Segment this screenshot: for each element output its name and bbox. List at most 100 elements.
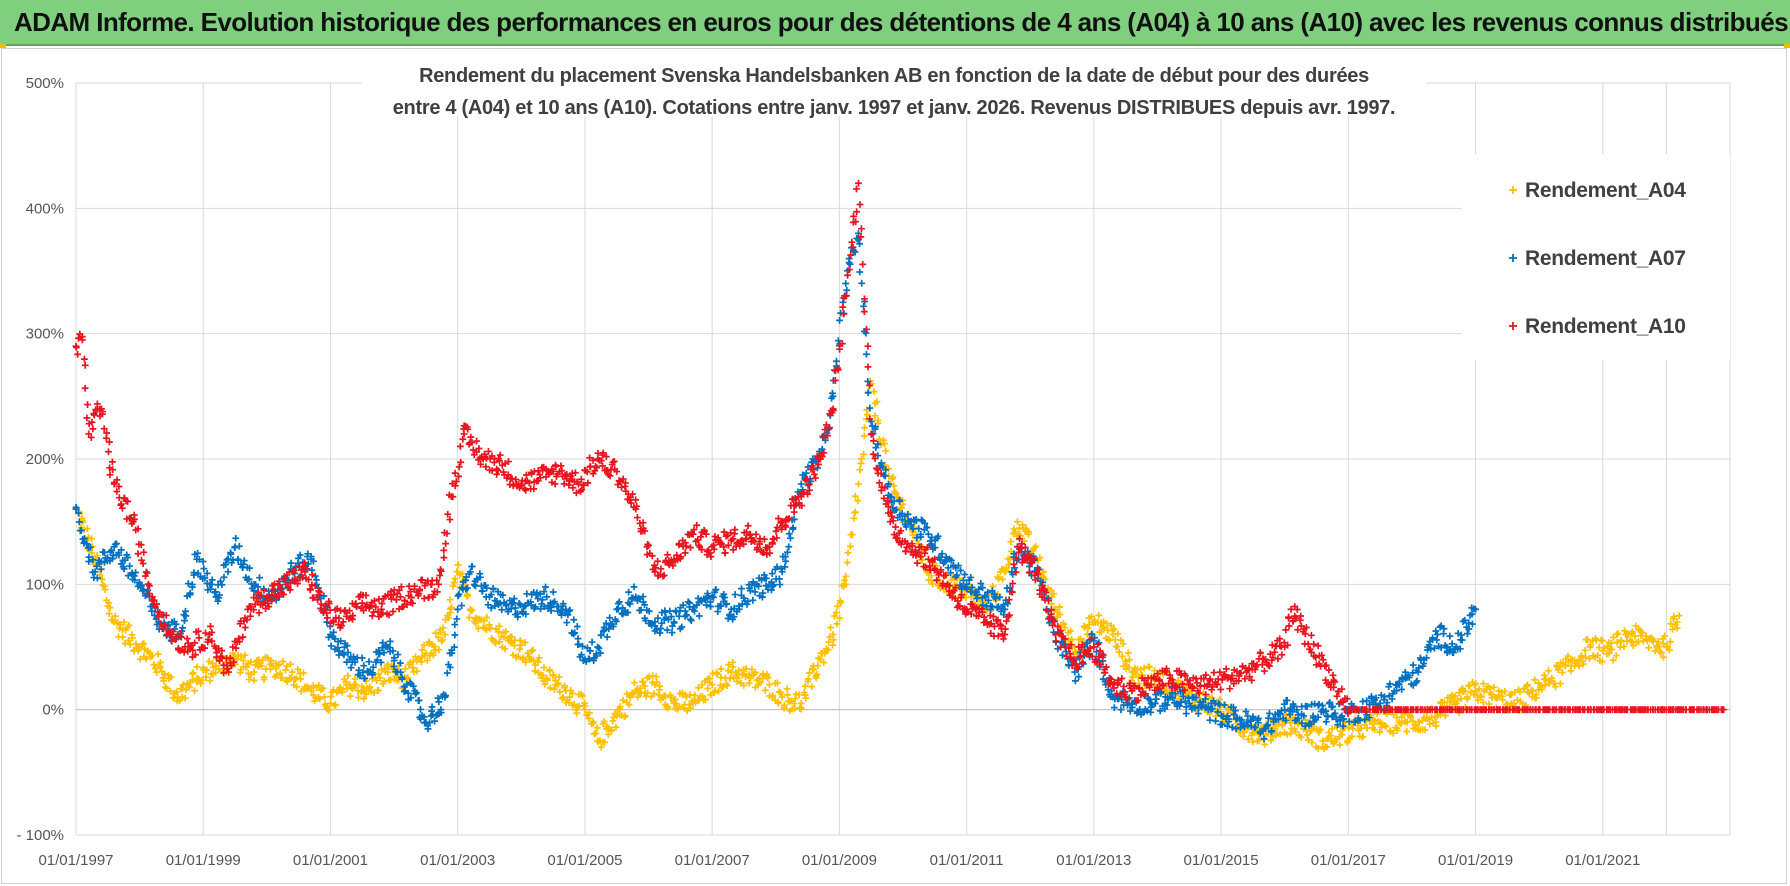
data-point bbox=[1287, 719, 1294, 727]
data-point bbox=[860, 450, 867, 458]
data-point bbox=[417, 706, 424, 713]
data-point bbox=[468, 607, 476, 614]
data-point bbox=[644, 689, 651, 697]
data-point bbox=[664, 704, 672, 712]
data-point bbox=[811, 470, 818, 478]
data-point bbox=[681, 549, 689, 557]
data-point bbox=[812, 674, 820, 682]
data-point bbox=[1017, 532, 1024, 540]
data-point bbox=[1019, 521, 1026, 529]
data-point bbox=[220, 573, 228, 581]
data-point bbox=[1608, 646, 1616, 653]
data-point bbox=[1119, 640, 1127, 648]
data-point bbox=[1310, 640, 1318, 648]
data-point bbox=[1283, 731, 1291, 738]
data-point bbox=[1137, 666, 1144, 673]
data-point bbox=[1302, 716, 1310, 724]
legend-marker bbox=[1509, 186, 1517, 194]
data-point bbox=[999, 575, 1006, 583]
data-point bbox=[1297, 733, 1305, 741]
data-point bbox=[435, 646, 443, 653]
data-point bbox=[179, 624, 186, 632]
data-point bbox=[276, 669, 284, 677]
data-point bbox=[543, 593, 551, 601]
data-point bbox=[868, 430, 875, 438]
data-point bbox=[258, 662, 265, 670]
data-point bbox=[594, 643, 602, 651]
scatter-chart: 01/01/1997 01/01/1999 01/01/2001 01/01/2003… bbox=[16, 54, 1731, 869]
data-point bbox=[557, 462, 565, 470]
data-point bbox=[1669, 626, 1676, 633]
data-point bbox=[360, 695, 368, 703]
data-point bbox=[1374, 718, 1382, 725]
data-point bbox=[608, 726, 616, 734]
data-point bbox=[1228, 724, 1236, 731]
data-point bbox=[820, 659, 828, 666]
data-point bbox=[93, 552, 101, 559]
data-point bbox=[699, 692, 706, 700]
data-point bbox=[84, 401, 91, 408]
data-point bbox=[855, 230, 862, 237]
data-point bbox=[586, 709, 593, 717]
data-point bbox=[522, 658, 530, 666]
data-point bbox=[516, 601, 524, 609]
data-point bbox=[1559, 669, 1566, 676]
data-point bbox=[203, 569, 211, 577]
data-point bbox=[738, 585, 745, 592]
data-point bbox=[650, 690, 658, 698]
data-point bbox=[209, 660, 217, 667]
data-point bbox=[597, 743, 605, 751]
data-point bbox=[344, 649, 352, 656]
data-point bbox=[1479, 699, 1487, 706]
data-point bbox=[247, 658, 255, 666]
data-point bbox=[245, 575, 253, 583]
data-point bbox=[473, 575, 481, 583]
data-point bbox=[72, 503, 80, 511]
data-point bbox=[431, 717, 438, 725]
data-point bbox=[278, 674, 286, 682]
data-point bbox=[756, 679, 764, 687]
data-point bbox=[1212, 717, 1219, 725]
data-point bbox=[159, 674, 167, 682]
data-point bbox=[113, 540, 120, 548]
data-point bbox=[300, 669, 307, 677]
data-point bbox=[130, 572, 138, 580]
data-point bbox=[161, 683, 169, 691]
data-point bbox=[467, 433, 475, 441]
data-point bbox=[451, 631, 459, 639]
page-title: ADAM Informe. Evolution historique des p… bbox=[14, 7, 1789, 37]
data-point bbox=[1598, 658, 1606, 666]
data-point bbox=[335, 647, 343, 655]
data-point bbox=[773, 679, 781, 687]
data-point bbox=[150, 661, 158, 669]
data-point bbox=[802, 694, 810, 702]
data-point bbox=[442, 540, 450, 548]
data-point bbox=[450, 643, 458, 651]
data-point bbox=[880, 436, 887, 444]
data-point bbox=[752, 669, 759, 676]
data-point bbox=[1056, 603, 1063, 611]
data-point bbox=[561, 684, 568, 692]
data-point bbox=[559, 693, 567, 701]
legend-item: Rendement_A10 bbox=[1509, 315, 1686, 338]
data-point bbox=[376, 650, 384, 658]
data-point bbox=[1255, 736, 1263, 744]
data-point bbox=[1421, 726, 1429, 734]
data-point bbox=[183, 635, 191, 643]
data-point bbox=[1336, 741, 1344, 749]
data-point bbox=[592, 729, 600, 737]
data-point bbox=[1542, 675, 1550, 683]
data-point bbox=[205, 658, 213, 665]
data-point bbox=[1110, 625, 1118, 633]
data-point bbox=[641, 682, 649, 690]
data-point bbox=[445, 614, 453, 622]
data-point bbox=[993, 604, 1001, 611]
data-point bbox=[1581, 646, 1589, 654]
data-point bbox=[1564, 652, 1572, 660]
data-point bbox=[882, 447, 890, 455]
x-tick-label: 01/01/2021 bbox=[1565, 852, 1640, 869]
data-point bbox=[1472, 680, 1480, 687]
data-point bbox=[1032, 543, 1040, 550]
data-point bbox=[1667, 620, 1675, 628]
legend-marker bbox=[1509, 322, 1517, 330]
